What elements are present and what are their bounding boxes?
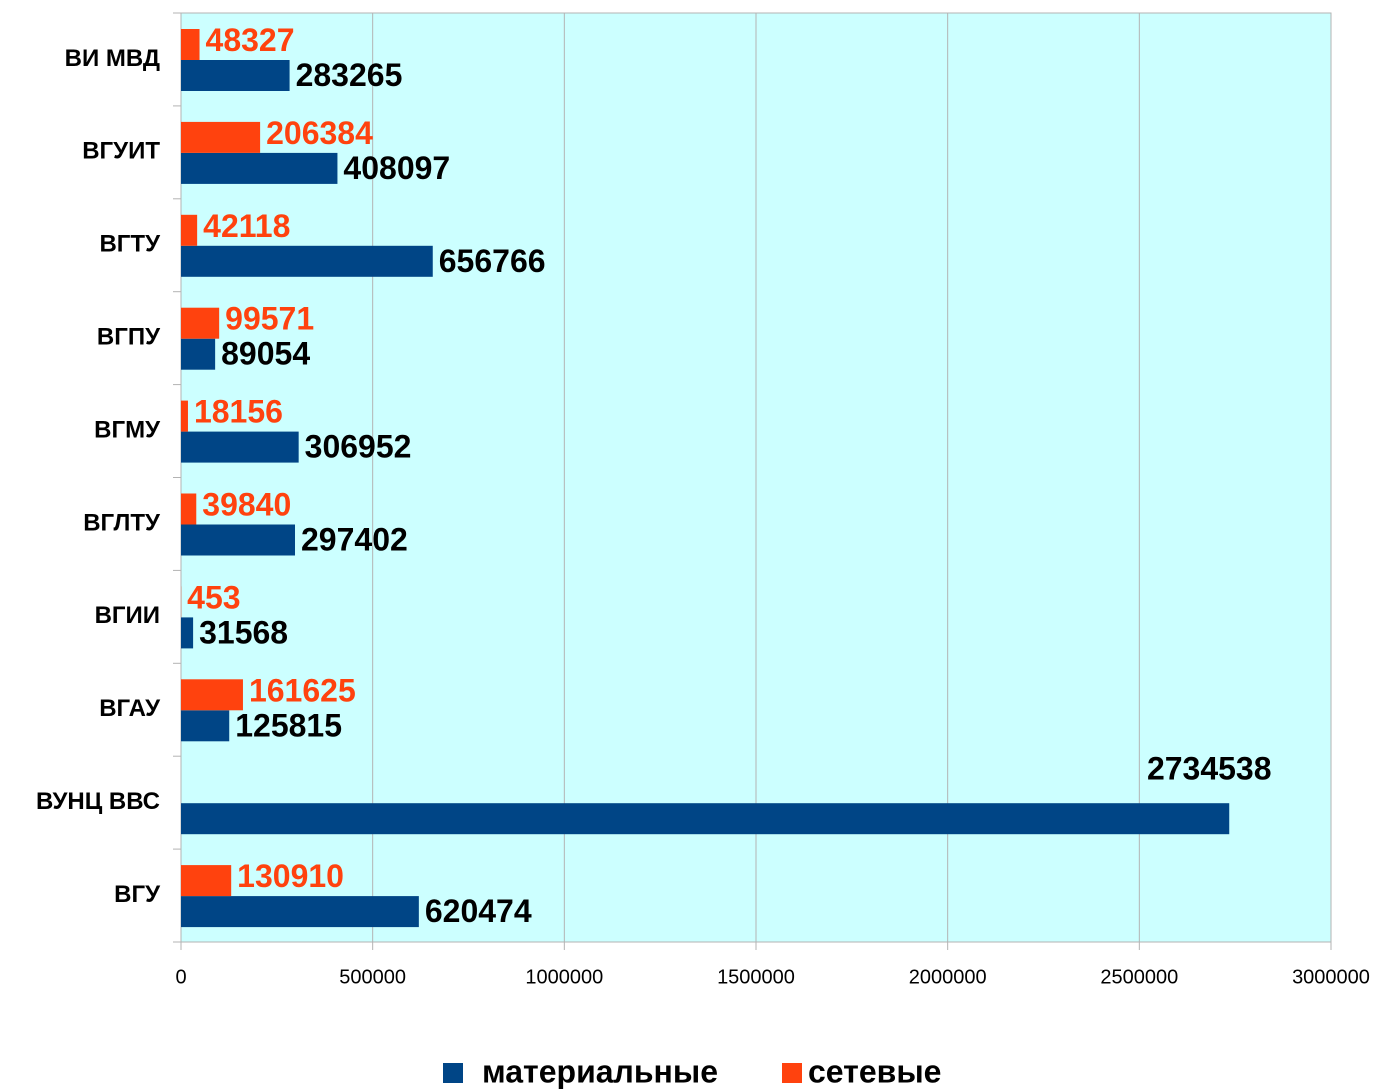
- value-label: 18156: [194, 394, 283, 430]
- y-tick-label: ВИ МВД: [65, 45, 160, 72]
- x-tick-label: 1500000: [717, 966, 795, 988]
- bar: [181, 617, 194, 649]
- bar: [181, 865, 232, 897]
- value-label: 306952: [305, 429, 412, 465]
- y-tick-label: ВГМУ: [94, 416, 161, 443]
- value-label: 89054: [221, 336, 310, 372]
- bar: [181, 29, 200, 60]
- value-label: 656766: [439, 243, 546, 279]
- y-tick-label: ВГУИТ: [82, 138, 160, 165]
- bar: [181, 60, 290, 91]
- value-label: 283265: [296, 57, 403, 93]
- bar: [181, 524, 296, 556]
- y-tick-label: ВГАУ: [99, 695, 161, 722]
- bar: [181, 493, 197, 525]
- value-label: 206384: [266, 115, 373, 151]
- bar: [181, 214, 198, 246]
- bar: [181, 431, 299, 463]
- x-tick-label: 1000000: [525, 966, 603, 988]
- bar: [181, 679, 243, 711]
- y-tick-label: ВГЛТУ: [83, 509, 161, 536]
- value-label: 408097: [343, 150, 450, 186]
- legend-swatch: [782, 1063, 802, 1083]
- value-label: 297402: [301, 521, 408, 557]
- bar: [181, 245, 433, 277]
- bar: [181, 152, 338, 184]
- value-label: 125815: [235, 707, 342, 743]
- bar: [181, 710, 230, 742]
- value-label: 130910: [237, 858, 344, 894]
- value-label: 620474: [425, 893, 532, 929]
- legend-label: сетевые: [808, 1053, 941, 1089]
- y-tick-label: ВУНЦ ВВС: [36, 788, 160, 815]
- bar: [181, 896, 419, 928]
- value-label: 99571: [225, 301, 314, 337]
- bar: [181, 121, 261, 153]
- value-label: 31568: [199, 614, 288, 650]
- bar: [181, 307, 220, 339]
- y-tick-label: ВГИИ: [95, 602, 160, 629]
- legend-label: материальные: [482, 1053, 718, 1089]
- bar: [181, 400, 188, 432]
- y-tick-label: ВГТУ: [99, 231, 161, 258]
- bar: [181, 338, 216, 370]
- value-label: 42118: [203, 208, 290, 244]
- legend-swatch: [443, 1063, 463, 1083]
- x-tick-label: 500000: [339, 966, 406, 988]
- value-label: 161625: [249, 672, 356, 708]
- x-tick-label: 2500000: [1100, 966, 1178, 988]
- x-tick-label: 2000000: [909, 966, 987, 988]
- y-tick-label: ВГПУ: [97, 323, 161, 350]
- x-tick-label: 0: [175, 966, 186, 988]
- y-tick-label: ВГУ: [114, 881, 161, 908]
- value-label: 48327: [206, 22, 295, 58]
- value-label: 2734538: [1147, 751, 1272, 787]
- value-label: 453: [187, 579, 240, 615]
- x-tick-label: 3000000: [1292, 966, 1370, 988]
- value-label: 39840: [202, 486, 291, 522]
- bar: [181, 803, 1230, 835]
